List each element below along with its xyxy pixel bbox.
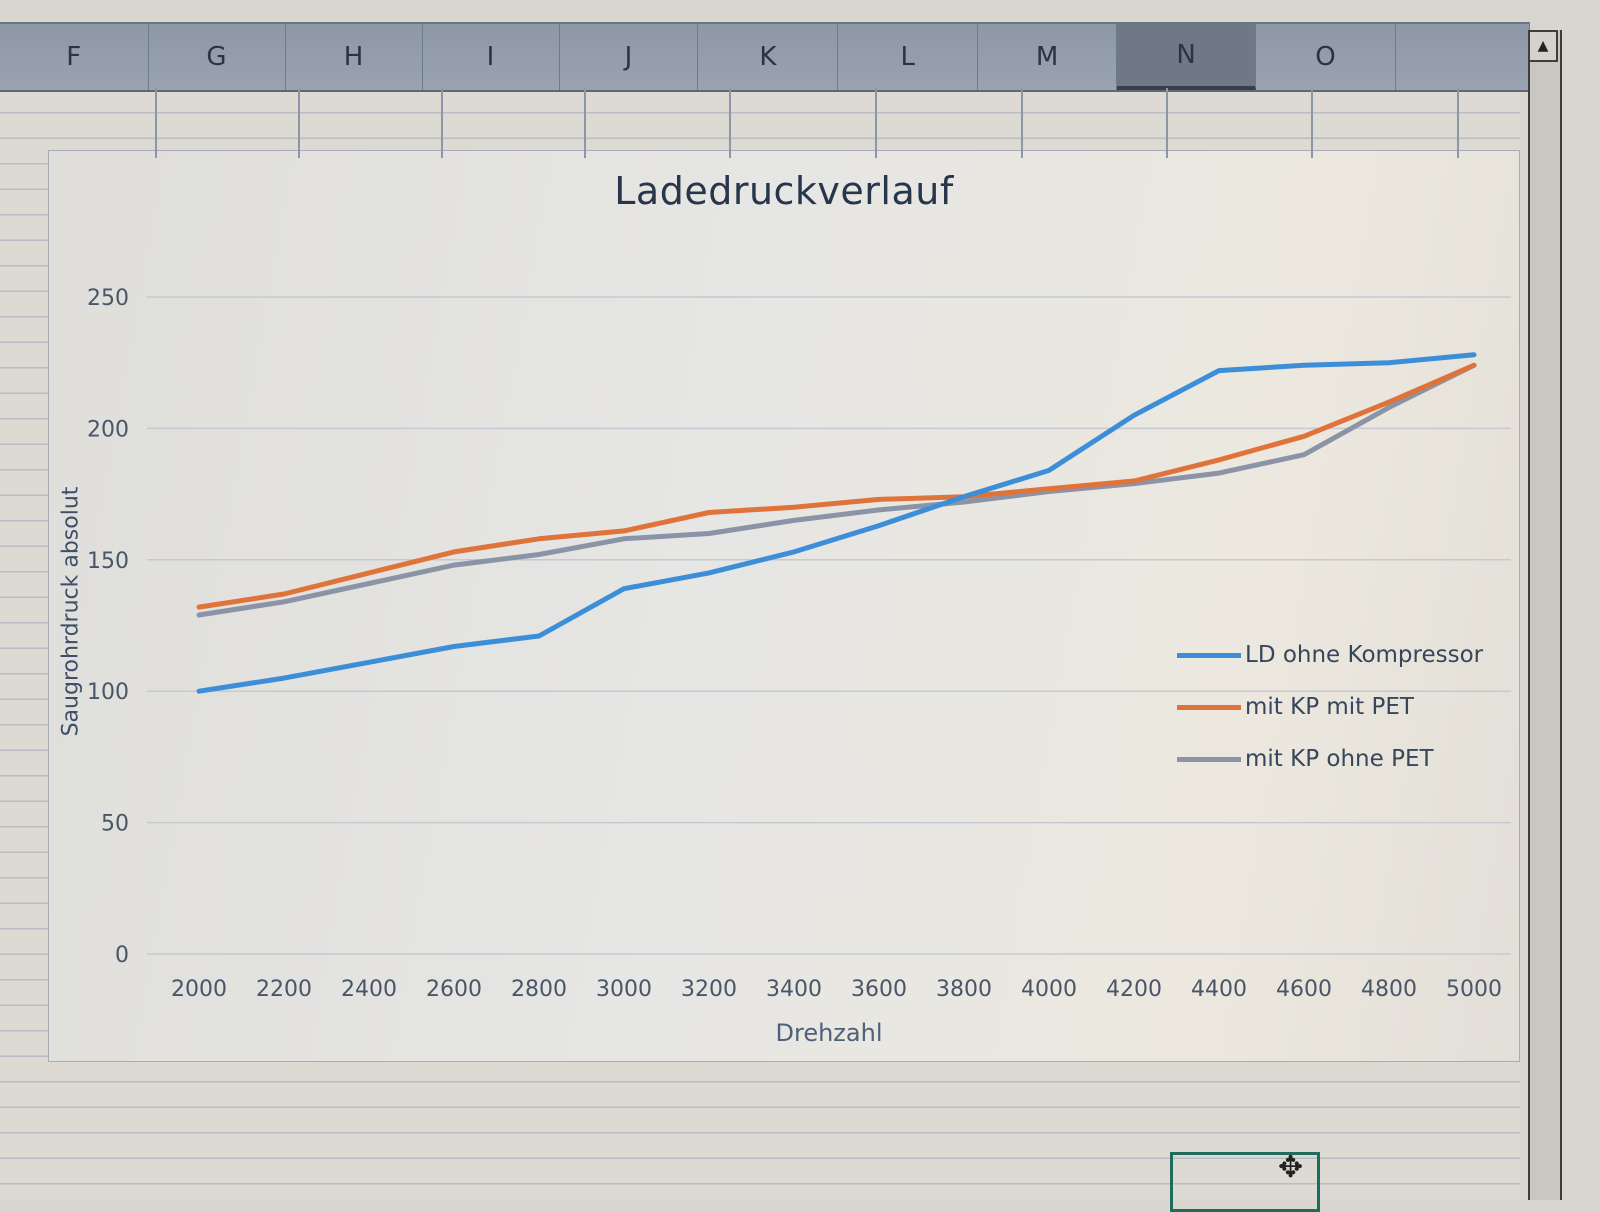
scroll-up-button[interactable]: ▲ bbox=[1528, 30, 1558, 62]
chart-legend: LD ohne Kompressor mit KP mit PET mit KP… bbox=[1177, 629, 1483, 785]
series-line-0[interactable] bbox=[196, 352, 1477, 694]
column-gridline bbox=[1166, 88, 1168, 158]
x-tick-label: 2800 bbox=[511, 977, 567, 1002]
column-header-n[interactable]: N bbox=[1117, 24, 1257, 90]
y-tick-label: 200 bbox=[87, 417, 129, 442]
x-tick-label: 2200 bbox=[256, 977, 312, 1002]
legend-swatch-icon bbox=[1177, 704, 1241, 710]
y-axis-title: Saugrohrdruck absolut bbox=[58, 486, 84, 737]
column-gridline bbox=[155, 88, 157, 158]
arrow-up-icon: ▲ bbox=[1537, 38, 1549, 54]
vertical-scrollbar[interactable] bbox=[1528, 30, 1562, 1200]
x-tick-label: 3000 bbox=[596, 977, 652, 1002]
column-gridline bbox=[729, 88, 731, 158]
x-tick-label: 3600 bbox=[851, 977, 907, 1002]
x-tick-label: 4800 bbox=[1361, 977, 1417, 1002]
column-header-blank bbox=[1396, 24, 1531, 90]
column-header-g[interactable]: G bbox=[149, 24, 286, 90]
line-chart[interactable]: Ladedruckverlauf 0 50 100 150 200 250 2000 2200… bbox=[48, 150, 1520, 1062]
x-tick-label: 2400 bbox=[341, 977, 397, 1002]
y-tick-label: 150 bbox=[87, 549, 129, 574]
y-tick-label: 0 bbox=[115, 943, 129, 968]
x-tick-label: 5000 bbox=[1446, 977, 1502, 1002]
column-header-h[interactable]: H bbox=[286, 24, 423, 90]
x-tick-label: 4400 bbox=[1191, 977, 1247, 1002]
column-header-f[interactable]: F bbox=[0, 24, 149, 90]
legend-label: mit KP mit PET bbox=[1245, 694, 1414, 720]
x-tick-label: 3400 bbox=[766, 977, 822, 1002]
plot-area: 0 50 100 150 200 250 2000 2200 2400 2600 2800 3000 3… bbox=[87, 286, 1511, 1002]
column-header-m[interactable]: M bbox=[978, 24, 1118, 90]
move-cursor-icon: ✥ bbox=[1278, 1150, 1304, 1185]
column-gridline bbox=[1311, 88, 1313, 158]
column-gridline bbox=[584, 88, 586, 158]
y-tick-label: 50 bbox=[101, 812, 129, 837]
y-tick-label: 100 bbox=[87, 680, 129, 705]
x-tick-label: 4000 bbox=[1021, 977, 1077, 1002]
legend-label: mit KP ohne PET bbox=[1245, 746, 1434, 772]
column-header-k[interactable]: K bbox=[698, 24, 839, 90]
column-header-j[interactable]: J bbox=[560, 24, 699, 90]
x-axis-title: Drehzahl bbox=[775, 1019, 883, 1047]
column-gridline bbox=[1021, 88, 1023, 158]
x-tick-label: 4200 bbox=[1106, 977, 1162, 1002]
column-gridline bbox=[441, 88, 443, 158]
chart-title: Ladedruckverlauf bbox=[614, 169, 954, 213]
legend-item: mit KP ohne PET bbox=[1177, 733, 1483, 785]
series-line-1[interactable] bbox=[196, 362, 1477, 610]
column-header-i[interactable]: I bbox=[423, 24, 560, 90]
x-tick-label: 2000 bbox=[171, 977, 227, 1002]
x-tick-label: 2600 bbox=[426, 977, 482, 1002]
series-line-2[interactable] bbox=[196, 362, 1477, 618]
legend-item: mit KP mit PET bbox=[1177, 681, 1483, 733]
legend-swatch-icon bbox=[1177, 756, 1241, 762]
legend-item: LD ohne Kompressor bbox=[1177, 629, 1483, 681]
column-gridline bbox=[298, 88, 300, 158]
column-header-o[interactable]: O bbox=[1256, 24, 1396, 90]
column-gridline bbox=[875, 88, 877, 158]
x-tick-label: 4600 bbox=[1276, 977, 1332, 1002]
column-gridline bbox=[1457, 88, 1459, 158]
y-tick-label: 250 bbox=[87, 286, 129, 311]
legend-label: LD ohne Kompressor bbox=[1245, 642, 1484, 668]
x-tick-label: 3800 bbox=[936, 977, 992, 1002]
column-header-l[interactable]: L bbox=[838, 24, 979, 90]
legend-swatch-icon bbox=[1177, 652, 1241, 658]
x-tick-label: 3200 bbox=[681, 977, 737, 1002]
